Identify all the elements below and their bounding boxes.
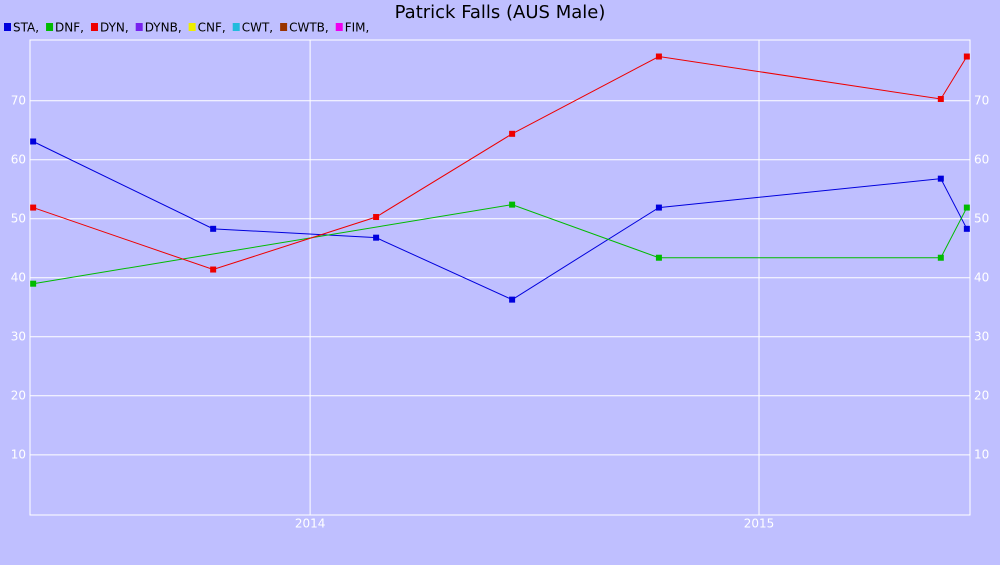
data-point	[937, 96, 944, 103]
legend-label: CNF,	[198, 21, 226, 35]
data-point	[210, 225, 217, 232]
legend-swatch	[280, 23, 288, 31]
y2-tick-label: 30	[974, 329, 989, 343]
y2-tick-label: 50	[974, 211, 989, 225]
y-tick-label: 10	[11, 447, 26, 461]
data-point	[509, 296, 516, 303]
legend-label: FIM,	[345, 21, 370, 35]
data-point	[373, 214, 380, 221]
legend-label: STA,	[13, 21, 39, 35]
data-point	[30, 138, 37, 145]
legend-swatch	[90, 23, 98, 31]
y-tick-label: 60	[11, 152, 26, 166]
data-point	[373, 234, 380, 241]
data-point	[30, 280, 37, 287]
data-point	[210, 266, 217, 273]
data-point	[963, 53, 970, 60]
chart-title: Patrick Falls (AUS Male)	[395, 2, 606, 23]
legend-swatch	[335, 23, 343, 31]
data-point	[655, 53, 662, 60]
data-point	[937, 175, 944, 182]
legend-label: DYNB,	[145, 21, 182, 35]
data-point	[655, 254, 662, 261]
legend-label: CWT,	[242, 21, 273, 35]
data-point	[509, 130, 516, 137]
legend-label: DNF,	[55, 21, 84, 35]
data-point	[937, 254, 944, 261]
y-tick-label: 50	[11, 211, 26, 225]
legend-label: DYN,	[100, 21, 129, 35]
y2-tick-label: 40	[974, 270, 989, 284]
y-tick-label: 30	[11, 329, 26, 343]
y2-tick-label: 60	[974, 152, 989, 166]
x-tick-label: 2014	[295, 517, 326, 531]
legend-label: CWTB,	[289, 21, 329, 35]
y-tick-label: 20	[11, 388, 26, 402]
y-tick-label: 40	[11, 270, 26, 284]
legend-swatch	[4, 23, 11, 31]
y2-tick-label: 10	[974, 447, 989, 461]
y2-tick-label: 20	[974, 388, 989, 402]
data-point	[963, 204, 970, 211]
legend-swatch	[188, 23, 196, 31]
x-tick-label: 2015	[744, 517, 775, 531]
data-point	[509, 201, 516, 208]
legend-swatch	[135, 23, 143, 31]
legend-swatch	[46, 23, 54, 31]
y2-tick-label: 70	[974, 93, 989, 107]
data-point	[30, 204, 37, 211]
data-point	[963, 225, 970, 232]
data-point	[655, 204, 662, 211]
legend-swatch	[232, 23, 240, 31]
y-tick-label: 70	[11, 93, 26, 107]
